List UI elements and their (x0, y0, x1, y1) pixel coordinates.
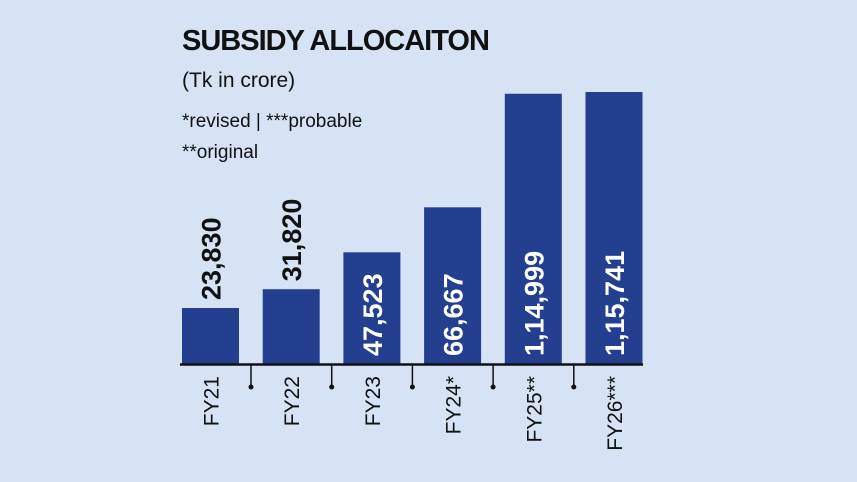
chart-title: SUBSIDY ALLOCAITON (182, 25, 489, 57)
value-label: 1,15,741 (600, 251, 630, 356)
axis-tick-dot (329, 384, 335, 390)
x-tick-label: FY22 (281, 376, 304, 426)
value-label: 31,820 (277, 199, 307, 282)
x-tick-label: FY24* (443, 376, 466, 434)
axis-tick-dot (409, 384, 415, 390)
note-revised-probable: *revised | ***probable (182, 111, 362, 132)
bar-FY24* (424, 207, 482, 364)
value-label: 23,830 (197, 217, 227, 300)
value-label: 1,14,999 (519, 251, 549, 356)
bar-FY26*** (585, 92, 643, 364)
bar-FY23 (343, 252, 401, 364)
value-label: 47,523 (358, 273, 388, 356)
x-tick-label: FY23 (362, 376, 385, 426)
bar-FY25** (504, 93, 562, 364)
bar-FY22 (262, 289, 320, 364)
bar-FY21 (182, 307, 239, 364)
x-tick-label: FY26*** (604, 376, 627, 451)
x-tick-label: FY25** (523, 376, 546, 443)
x-tick-label: FY21 (201, 376, 224, 426)
axis-tick-dot (248, 384, 254, 390)
value-label: 66,667 (439, 273, 469, 356)
axis-tick-dot (571, 384, 577, 390)
note-original: **original (182, 142, 258, 163)
chart-subtitle: (Tk in crore) (182, 69, 295, 92)
axis-tick-dot (490, 384, 496, 390)
